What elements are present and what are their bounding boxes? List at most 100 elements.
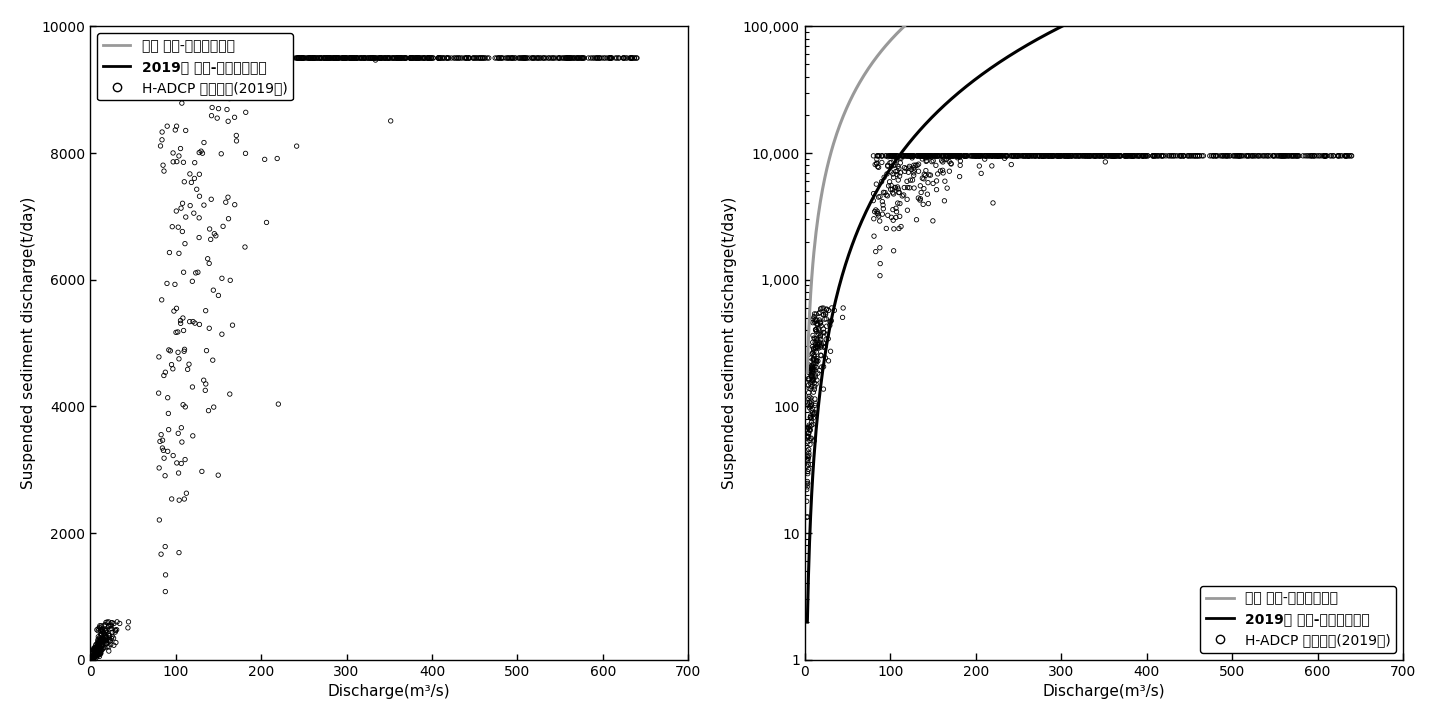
Point	[198, 53, 221, 64]
Point	[197, 53, 220, 64]
Point	[799, 411, 822, 423]
Point	[938, 150, 961, 161]
Point	[796, 477, 819, 489]
Point	[902, 167, 925, 179]
Point	[1247, 150, 1270, 161]
Point	[803, 400, 826, 411]
Point	[88, 640, 111, 652]
Point	[88, 636, 111, 647]
Point	[895, 194, 918, 205]
Point	[164, 125, 187, 136]
Point	[1115, 150, 1138, 161]
Point	[155, 54, 178, 66]
Point	[864, 246, 887, 257]
Point	[369, 53, 392, 64]
Point	[971, 150, 994, 161]
Point	[178, 53, 201, 64]
Point	[86, 641, 109, 652]
Point	[428, 53, 451, 64]
Point	[388, 53, 411, 64]
Point	[316, 53, 339, 64]
Point	[1300, 150, 1323, 161]
Point	[454, 53, 477, 64]
Point	[803, 435, 826, 446]
Point	[1049, 150, 1072, 161]
Point	[1131, 150, 1154, 161]
Point	[1106, 150, 1129, 161]
Point	[562, 53, 585, 64]
Point	[815, 328, 838, 340]
Point	[927, 150, 950, 161]
Point	[280, 53, 303, 64]
Point	[154, 569, 177, 580]
Point	[812, 383, 835, 395]
Point	[799, 435, 822, 446]
Point	[1237, 150, 1260, 161]
Point	[803, 377, 826, 389]
Point	[251, 53, 274, 64]
Point	[83, 647, 106, 658]
Point	[151, 134, 174, 145]
Point	[190, 145, 213, 157]
Point	[1101, 150, 1124, 161]
Point	[85, 649, 108, 660]
Point	[802, 354, 825, 365]
Point	[795, 495, 818, 507]
Point	[260, 53, 283, 64]
Point	[888, 222, 911, 234]
Point	[325, 53, 348, 64]
Point	[253, 53, 276, 64]
Point	[108, 618, 131, 629]
Point	[499, 53, 522, 64]
Point	[895, 163, 918, 174]
Point	[805, 341, 828, 352]
Point	[867, 192, 890, 203]
Point	[802, 330, 825, 341]
Point	[86, 644, 109, 656]
Point	[333, 53, 356, 64]
Point	[1098, 150, 1121, 161]
Point	[907, 150, 930, 161]
Point	[234, 53, 257, 64]
Point	[254, 53, 277, 64]
Point	[343, 53, 366, 64]
Point	[89, 645, 112, 657]
Point	[558, 53, 581, 64]
Point	[1039, 150, 1062, 161]
Point	[305, 53, 328, 64]
Point	[1030, 150, 1053, 161]
Point	[435, 53, 458, 64]
Point	[362, 53, 385, 64]
Point	[85, 645, 108, 657]
Point	[165, 120, 188, 132]
Point	[92, 634, 115, 646]
Point	[1094, 150, 1117, 161]
Point	[287, 53, 310, 64]
Point	[803, 316, 826, 328]
Point	[197, 53, 220, 64]
Point	[250, 53, 273, 64]
Point	[260, 53, 283, 64]
Point	[197, 53, 220, 64]
Point	[800, 363, 823, 374]
Point	[599, 53, 622, 64]
Point	[171, 97, 194, 109]
Point	[928, 150, 951, 161]
Point	[184, 53, 207, 64]
Point	[1099, 150, 1122, 161]
Point	[1092, 150, 1115, 161]
Point	[86, 641, 109, 652]
Point	[361, 53, 384, 64]
Point	[316, 53, 339, 64]
Point	[877, 190, 900, 202]
Point	[453, 53, 476, 64]
Point	[228, 53, 251, 64]
Point	[193, 374, 216, 386]
Point	[895, 176, 918, 187]
Point	[967, 150, 990, 161]
Point	[586, 53, 609, 64]
Point	[1276, 150, 1299, 161]
Point	[908, 180, 931, 192]
Point	[366, 53, 389, 64]
Point	[388, 53, 411, 64]
